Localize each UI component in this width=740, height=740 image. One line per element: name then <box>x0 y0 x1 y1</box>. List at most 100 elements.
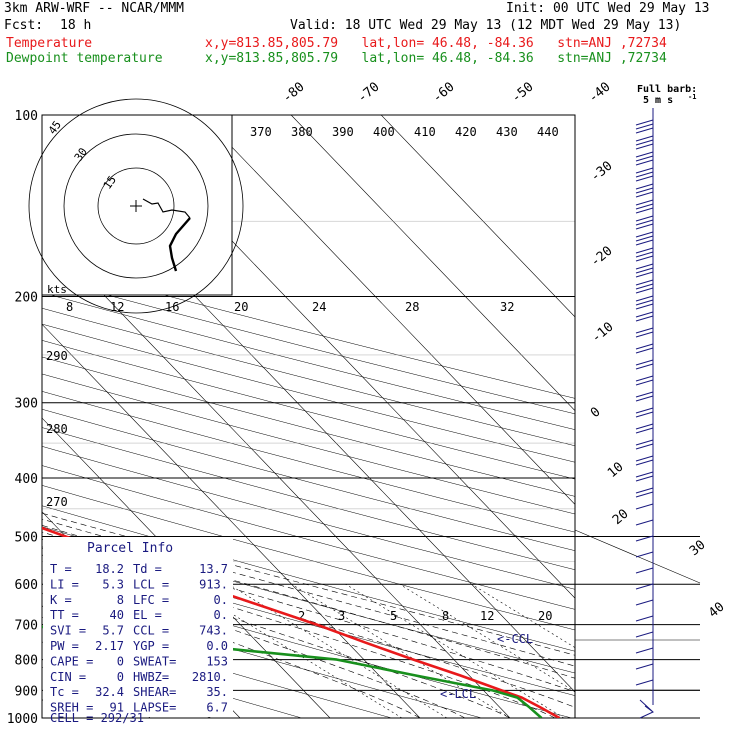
wind-barb <box>635 279 654 286</box>
mixing-ratio-label: 3 <box>338 609 345 623</box>
forecast-value: 18 h <box>60 18 92 33</box>
hodograph-frame <box>41 114 233 296</box>
mixing-ratio-label: 8 <box>442 609 449 623</box>
parcel-param-label: T = <box>50 562 72 576</box>
model-title: 3km ARW-WRF -- NCAR/MMM <box>4 1 185 16</box>
parcel-param-value: 5.7 <box>102 624 124 638</box>
hodograph-ring-label: 30 <box>72 145 90 163</box>
wind-barb <box>635 487 654 494</box>
theta-label: 440 <box>537 125 559 139</box>
full-barb-exponent: -1 <box>688 93 696 101</box>
parcel-param-value: 6.7 <box>206 701 228 715</box>
theta-label: 280 <box>46 422 68 436</box>
parcel-param-value: 5.3 <box>102 577 124 591</box>
wind-barb <box>635 239 654 246</box>
wind-barb <box>635 599 654 606</box>
isotherm-label: -70 <box>355 79 383 106</box>
isotherm-label: -80 <box>280 79 308 106</box>
wind-barb <box>635 439 654 446</box>
pressure-tick-label: 500 <box>15 530 38 545</box>
temperature-location: x,y=813.85,805.79 lat,lon= 46.48, -84.36… <box>205 36 667 51</box>
pressure-tick-label: 900 <box>15 684 38 699</box>
valid-time: Valid: 18 UTC Wed 29 May 13 (12 MDT Wed … <box>290 18 682 33</box>
wind-barb <box>635 119 654 126</box>
wind-barb <box>635 203 654 210</box>
wind-barb <box>635 359 654 366</box>
parcel-param-label: LAPSE= <box>133 701 176 715</box>
parcel-param-value: 0 <box>117 670 124 684</box>
isotherm-label: -50 <box>509 79 537 106</box>
wind-barb <box>635 391 654 398</box>
parcel-param-label: LI = <box>50 577 79 591</box>
wind-barb <box>635 135 654 142</box>
wind-barb <box>635 247 654 254</box>
theta-label: 270 <box>46 495 68 509</box>
parcel-param-label: SREH = <box>50 701 93 715</box>
lcl-marker: <-LCL <box>440 687 476 701</box>
dewpoint-location: x,y=813.85,805.79 lat,lon= 46.48, -84.36… <box>205 51 667 66</box>
wind-barb <box>635 299 654 306</box>
wind-barb <box>635 283 654 290</box>
wind-barb <box>635 191 654 198</box>
hodograph-ring <box>97 167 175 245</box>
parcel-param-value: 0. <box>214 608 228 622</box>
wind-barb <box>635 215 654 222</box>
hodograph-ring <box>28 98 244 314</box>
parcel-param-value: 32.4 <box>95 685 124 699</box>
parcel-param-value: 153 <box>206 654 228 668</box>
pressure-tick-label: 400 <box>15 472 38 487</box>
speed-scale-label: 8 <box>66 300 73 314</box>
theta-label: 380 <box>291 125 313 139</box>
wind-barb <box>635 171 654 178</box>
wind-barb <box>635 583 654 590</box>
wind-barb <box>635 395 654 402</box>
wind-barb <box>635 327 654 334</box>
wind-barb <box>635 311 654 318</box>
isotherm-label: -30 <box>588 158 616 185</box>
dewpoint-label: Dewpoint temperature <box>6 51 163 66</box>
speed-scale-label: 16 <box>165 300 179 314</box>
wind-barb <box>635 315 654 322</box>
parcel-param-value: 91 <box>110 701 124 715</box>
theta-label: 290 <box>46 349 68 363</box>
mixing-ratio-label: 20 <box>538 609 552 623</box>
wind-barb <box>635 219 654 226</box>
parcel-param-value: 35. <box>206 685 228 699</box>
hodograph-kts-label: kts <box>47 283 67 296</box>
wind-barb <box>635 139 654 146</box>
wind-barb <box>635 295 654 302</box>
init-time: Init: 00 UTC Wed 29 May 13 <box>506 1 710 16</box>
mixing-ratio-line <box>471 583 575 648</box>
dry-adiabat-line <box>42 617 392 718</box>
wind-barb <box>635 199 654 206</box>
isotherm-label: -10 <box>589 319 617 346</box>
wind-barb <box>635 455 654 462</box>
wind-barb <box>635 343 654 350</box>
speed-scale-label: 32 <box>500 300 514 314</box>
theta-label: 410 <box>414 125 436 139</box>
wind-barb <box>635 231 654 238</box>
wind-barb <box>635 235 654 242</box>
isotherm-label: 10 <box>605 460 627 482</box>
wind-barb <box>635 443 654 450</box>
parcel-param-value: 2810. <box>192 670 228 684</box>
wind-barb <box>635 503 654 510</box>
wind-barb <box>635 567 654 574</box>
isotherm-line <box>290 115 575 412</box>
parcel-param-value: 0.0 <box>206 639 228 653</box>
mixing-ratio-label: 5 <box>390 609 397 623</box>
parcel-param-value: 40 <box>110 608 124 622</box>
theta-label: 390 <box>332 125 354 139</box>
parcel-param-label: Tc = <box>50 685 79 699</box>
parcel-param-value: 0 <box>117 654 124 668</box>
wind-barb <box>635 363 654 370</box>
isotherm-label: 30 <box>687 538 709 560</box>
wind-barb <box>635 223 654 230</box>
parcel-param-label: EL = <box>133 608 162 622</box>
wind-barb <box>635 551 654 558</box>
wind-barb <box>635 375 654 382</box>
parcel-param-value: 0. <box>214 593 228 607</box>
parcel-param-value: 13.7 <box>199 562 228 576</box>
isotherm-label: 20 <box>610 507 632 529</box>
